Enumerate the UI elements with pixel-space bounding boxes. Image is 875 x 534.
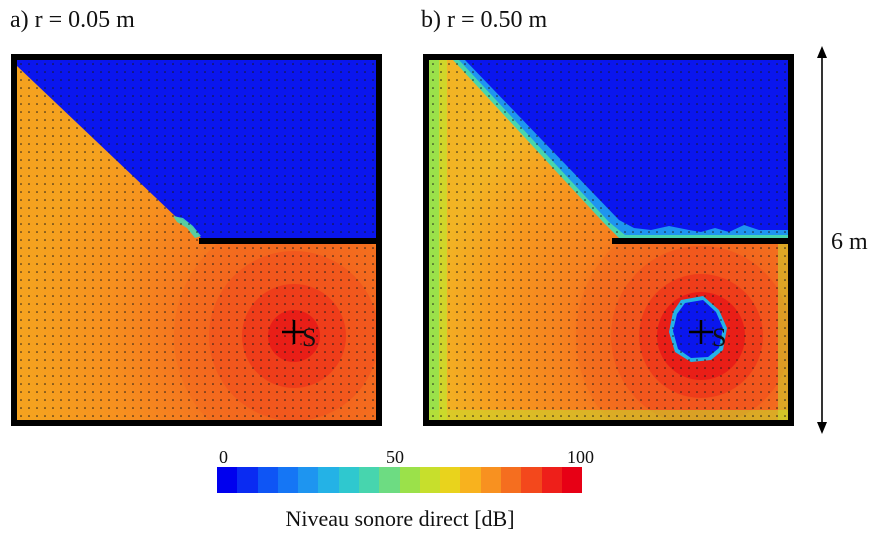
colorbar-segment (237, 467, 258, 493)
colorbar-segment (541, 467, 562, 493)
dimension-arrow (817, 46, 827, 434)
panel-a-source-label: S (302, 323, 317, 352)
colorbar-segment (338, 467, 359, 493)
colorbar-tick-0: 0 (219, 447, 228, 467)
colorbar-segment (318, 467, 339, 493)
colorbar-segment (217, 467, 238, 493)
colorbar-segment (298, 467, 319, 493)
colorbar-segment (521, 467, 542, 493)
colorbar-segment (257, 467, 278, 493)
panel-b-source-label: S (712, 323, 727, 352)
colorbar-segment (399, 467, 420, 493)
panel-a-field (11, 54, 382, 426)
colorbar-title: Niveau sonore direct [dB] (285, 506, 515, 531)
dimension-label: 6 m (831, 229, 868, 255)
panel-a-label: a) r = 0.05 m (10, 7, 135, 33)
colorbar-segment (440, 467, 461, 493)
colorbar-segment (500, 467, 522, 493)
colorbar-tick-100: 100 (567, 447, 594, 467)
colorbar-segment (379, 467, 400, 493)
colorbar-segment (358, 467, 380, 493)
colorbar-segment (561, 467, 583, 493)
colorbar-segment (460, 467, 481, 493)
panel-b-field (423, 54, 794, 426)
colorbar-segment (277, 467, 299, 493)
colorbar-tick-50: 50 (386, 447, 404, 467)
colorbar-segment (419, 467, 441, 493)
panel-b-label: b) r = 0.50 m (421, 7, 548, 33)
colorbar-segment (480, 467, 501, 493)
colorbar (217, 467, 583, 493)
